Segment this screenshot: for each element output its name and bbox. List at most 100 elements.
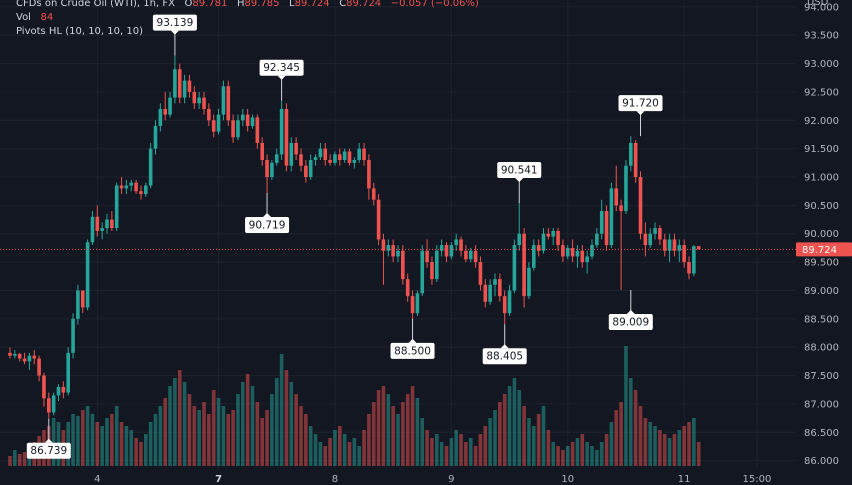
candle-body	[241, 114, 245, 121]
candle-body	[687, 262, 691, 274]
volume-bar	[468, 438, 473, 466]
volume-bar	[420, 418, 425, 466]
volume-bar	[177, 370, 182, 466]
volume-bar	[134, 438, 138, 466]
candle-body	[255, 117, 260, 143]
candle-body	[570, 247, 575, 257]
candle-body	[439, 245, 444, 251]
volume-bar	[367, 414, 371, 466]
volume-bar	[168, 386, 172, 466]
volume-bar	[153, 414, 158, 466]
price-tick-label: 88.000	[804, 343, 839, 354]
candle-body	[648, 233, 652, 246]
candle-body	[134, 182, 138, 192]
price-tick-label: 93.500	[804, 31, 839, 42]
volume-bar	[197, 410, 201, 466]
volume-bar	[255, 402, 260, 466]
volume-bar	[274, 378, 279, 466]
candle-body	[144, 185, 148, 195]
volume-bar	[231, 410, 235, 466]
volume-bar	[357, 446, 361, 466]
pivots-legend-row[interactable]: Pivots HL (10, 10, 10, 10)	[16, 25, 479, 39]
volume-bar	[289, 382, 294, 466]
volume-bar	[17, 454, 22, 466]
candle-body	[66, 352, 70, 393]
candle-body	[129, 182, 134, 186]
candle-body	[328, 160, 332, 163]
volume-bar	[425, 430, 429, 466]
volume-bar	[658, 430, 662, 466]
volume-bar	[629, 378, 633, 466]
candle-body	[498, 279, 502, 297]
price-axis[interactable]: 94.000 93.500 93.000 92.500 92.000 91.500 91.0…	[804, 0, 839, 467]
volume-bar	[22, 452, 27, 466]
volume-bar	[449, 438, 454, 466]
candle-body	[105, 219, 109, 229]
pivot-value-label: 86.739	[30, 445, 67, 457]
pivot-pointer	[626, 309, 635, 314]
symbol-legend-row[interactable]: CFDs on Crude Oil (WTI), 1h, FX O89.781 …	[16, 0, 479, 11]
candle-body	[604, 211, 609, 246]
time-axis[interactable]: 4 7 8 9 10 11 15:00	[94, 474, 771, 485]
volume-bar	[342, 434, 347, 466]
price-tick-label: 89.500	[804, 258, 839, 269]
candle-body	[274, 154, 279, 163]
symbol-title[interactable]: CFDs on Crude Oil (WTI), 1h, FX	[16, 0, 175, 9]
candle-body	[483, 284, 488, 302]
price-tick-label: 86.500	[804, 428, 839, 439]
volume-bar	[498, 402, 502, 466]
volume-bar	[488, 418, 492, 466]
volume-bar	[507, 386, 512, 466]
volume-bar	[8, 456, 12, 466]
candle-body	[8, 352, 12, 356]
candle-body	[51, 395, 56, 413]
candle-body	[90, 216, 95, 243]
volume-legend-row[interactable]: Vol 84	[16, 11, 479, 25]
candle-body	[192, 91, 197, 104]
last-price-tag	[796, 242, 852, 257]
volume-bar	[158, 406, 163, 466]
volume-bar	[352, 438, 357, 466]
candle-body	[454, 239, 458, 246]
volume-bar	[415, 398, 420, 466]
pivot-box	[245, 216, 290, 233]
volume-bar	[129, 430, 134, 466]
candle-body	[692, 246, 696, 274]
candle-body	[284, 108, 289, 166]
candle-body	[260, 142, 264, 160]
volume-bar	[682, 426, 686, 466]
pivot-pointer	[170, 30, 179, 35]
volume-bar	[124, 426, 129, 466]
volume-bar	[570, 442, 575, 466]
volume-bar	[692, 418, 696, 466]
volume-bar	[653, 426, 657, 466]
high-value: 89.785	[244, 0, 280, 9]
volume-bar	[163, 398, 167, 466]
candle-body	[541, 233, 546, 251]
candle-body	[313, 157, 318, 160]
candle-body	[299, 154, 303, 166]
candle-body	[362, 148, 366, 160]
grid-lines	[0, 0, 796, 468]
candle-body	[207, 108, 211, 121]
high-label: H	[236, 0, 245, 9]
volume-bar	[459, 434, 463, 466]
candle-body	[27, 355, 32, 362]
volume-bar	[110, 414, 114, 466]
candle-body	[114, 185, 119, 229]
volume-bar	[551, 442, 555, 466]
candle-body	[323, 148, 328, 160]
volume-bar	[250, 386, 255, 466]
volume-bar	[362, 430, 366, 466]
pivot-box	[152, 14, 197, 31]
pivot-box	[482, 348, 527, 365]
candle-body	[672, 239, 677, 251]
candle-body	[638, 177, 643, 234]
volume-bar	[585, 442, 589, 466]
candle-body	[211, 120, 216, 132]
candle-body	[430, 262, 434, 280]
volume-bar	[478, 434, 483, 466]
candle-body	[187, 80, 192, 92]
